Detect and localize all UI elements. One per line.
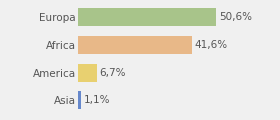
Text: 1,1%: 1,1% bbox=[84, 95, 111, 105]
Bar bbox=[78, 64, 97, 82]
Bar bbox=[78, 36, 192, 54]
Text: 6,7%: 6,7% bbox=[99, 68, 126, 78]
Bar bbox=[78, 8, 216, 26]
Bar bbox=[78, 91, 81, 109]
Text: 50,6%: 50,6% bbox=[219, 12, 252, 22]
Text: 41,6%: 41,6% bbox=[194, 40, 227, 50]
